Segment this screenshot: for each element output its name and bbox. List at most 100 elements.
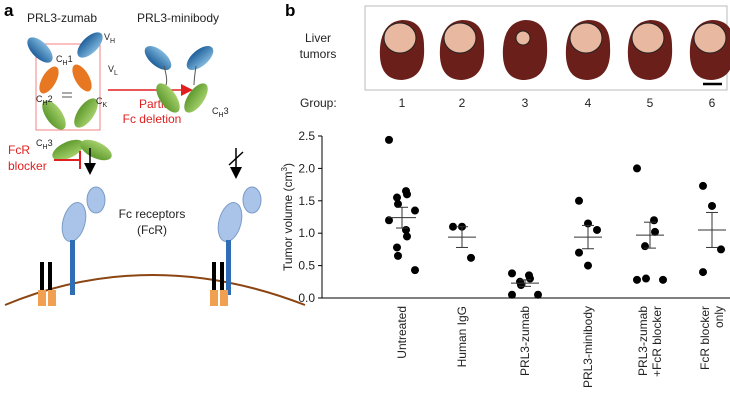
chain (40, 262, 44, 296)
label: Fc deletion (123, 112, 182, 126)
tumor (631, 22, 665, 54)
chain (212, 262, 216, 296)
title: PRL3-minibody (137, 11, 219, 25)
dot (394, 251, 402, 260)
label: Group: (300, 96, 337, 110)
ch3-domain (184, 83, 208, 113)
label: CH1 (56, 54, 73, 67)
dot (633, 164, 641, 173)
minibody (144, 46, 214, 113)
antibody (27, 32, 112, 161)
x-tick-label: PRL3-minibody (581, 306, 595, 388)
dot (508, 269, 516, 278)
tail (48, 290, 56, 306)
x-tick-label: Untreated (395, 306, 409, 359)
dot (403, 190, 411, 199)
dot (699, 268, 707, 277)
dot (633, 275, 641, 284)
dot (575, 196, 583, 205)
liver-photo (502, 20, 548, 80)
dot (449, 222, 457, 231)
y-tick-label: 1.5 (298, 194, 315, 208)
box (35, 43, 101, 131)
ch2-domain (74, 98, 98, 128)
dot (651, 227, 659, 236)
chain (48, 262, 52, 296)
tail (220, 290, 228, 306)
y-axis-label: Tumor volume (cm3) (280, 163, 295, 271)
ch1-domain (39, 66, 59, 94)
x-tick-label: PRL3-zumab (518, 306, 532, 376)
dot (394, 200, 402, 209)
x-tick-label: Human IgG (455, 306, 469, 367)
dot (517, 281, 525, 290)
ch3-domain (80, 139, 112, 161)
dot (641, 242, 649, 251)
ch2-domain (42, 100, 66, 130)
x-tick-label: only (712, 306, 726, 328)
dot (534, 290, 542, 299)
ch3-domain (52, 139, 84, 161)
dot (411, 266, 419, 275)
tumor (569, 22, 603, 54)
group-number: 1 (399, 96, 406, 110)
label: CH3 (36, 138, 53, 151)
label: CH2 (36, 94, 53, 107)
stalk (70, 240, 75, 295)
dot (403, 232, 411, 241)
tail (210, 290, 218, 306)
group-number: 3 (522, 96, 529, 110)
dot (393, 193, 401, 202)
dot (411, 206, 419, 215)
dot (467, 253, 475, 262)
label: tumors (300, 47, 337, 61)
ch1-domain (72, 64, 92, 92)
group-number: 2 (459, 96, 466, 110)
label: VH (104, 32, 115, 45)
panel-letter: a (4, 1, 14, 20)
dot (650, 216, 658, 225)
dot (526, 274, 534, 283)
tumor (515, 30, 531, 46)
label: CH3 (212, 106, 229, 119)
y-tick-label: 2.0 (298, 161, 315, 175)
dot (393, 243, 401, 252)
chain (220, 262, 224, 296)
tumor (693, 22, 727, 54)
title: PRL3-zumab (27, 11, 97, 25)
y-tick-label: 2.5 (298, 129, 315, 143)
label: blocker (8, 159, 47, 173)
tail (38, 290, 46, 306)
x-tick-label: PRL3-zumab (636, 306, 650, 376)
y-label-sup: 3 (280, 166, 289, 171)
label: Fc receptors (119, 207, 186, 221)
domain (86, 186, 106, 214)
dot (708, 201, 716, 210)
label: Liver (305, 31, 331, 45)
dot (385, 135, 393, 144)
dot (717, 245, 725, 254)
group-number: 5 (647, 96, 654, 110)
dot (385, 216, 393, 225)
panel-letter: b (285, 1, 295, 20)
group-number: 4 (585, 96, 592, 110)
vh-domain (27, 37, 53, 63)
y-label-end: ) (281, 163, 295, 167)
dot (659, 275, 667, 284)
dot (593, 225, 601, 234)
dot (508, 290, 516, 299)
tumor (383, 22, 417, 54)
vh-domain (77, 32, 103, 58)
label: VL (108, 64, 118, 77)
x-tick-label: FcR blocker (698, 306, 712, 370)
vh-domain (144, 46, 172, 70)
y-tick-label: 1.0 (298, 226, 315, 240)
panel-a: a PRL3-zumab PRL3-minibody VH VL CH1 CH2… (4, 1, 306, 306)
group-number: 6 (709, 96, 716, 110)
x-tick-label: +FcR blocker (650, 306, 664, 377)
dot (642, 274, 650, 283)
slash (228, 151, 244, 166)
y-tick-label: 0.0 (298, 291, 315, 305)
domain (61, 201, 87, 243)
